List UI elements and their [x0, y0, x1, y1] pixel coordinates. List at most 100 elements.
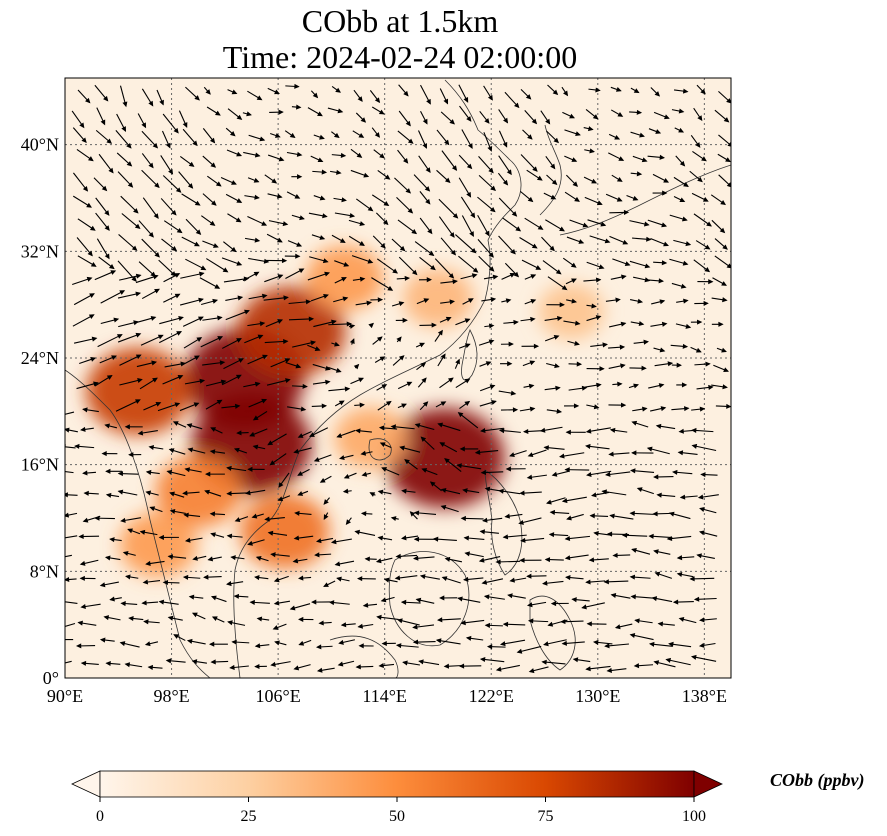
wind-arrow-head [390, 424, 396, 430]
wind-arrow-head [198, 297, 204, 303]
wind-arrow-head [162, 579, 169, 586]
lat-tick-label: 40°N [21, 135, 59, 155]
wind-arrow-head [198, 316, 204, 322]
wind-arrow-head [590, 492, 597, 498]
wind-arrow-head [108, 263, 115, 270]
wind-arrow-head [150, 315, 157, 321]
wind-arrow-head [592, 639, 599, 645]
wind-arrow-head [325, 379, 331, 385]
wind-arrow-head [560, 619, 566, 625]
wind-arrow-head [691, 443, 698, 449]
wind-arrow-head [259, 321, 266, 327]
wind-arrow-head [210, 162, 217, 168]
wind-arrow-head [526, 474, 533, 480]
wind-arrow-head [194, 95, 200, 101]
wind-arrow-head [545, 118, 551, 125]
wind-arrow-head [321, 169, 328, 175]
wind-arrow-head [358, 643, 364, 649]
wind-arrow-head [559, 453, 565, 459]
wind-arrow-head [254, 643, 261, 649]
wind-arrow-head [470, 212, 476, 219]
wind-arrow-head [636, 109, 643, 115]
wind-arrow-head [127, 182, 134, 188]
wind-arrow-head [378, 109, 385, 115]
wind-arrow-head [420, 362, 427, 368]
wind-arrow-head [344, 386, 351, 392]
wind-arrow-head [101, 451, 107, 457]
wind-arrow-head [632, 195, 639, 201]
wind-arrow-head [125, 574, 131, 580]
wind-arrow-head [412, 624, 418, 630]
wind-arrow-shaft [225, 310, 250, 321]
wind-arrow-head [700, 88, 706, 95]
wind-arrow-head [245, 490, 251, 496]
wind-arrow-head [398, 301, 405, 307]
wind-arrow-shaft [100, 290, 125, 304]
wind-arrow-head [604, 238, 611, 244]
wind-arrow-head [631, 420, 638, 426]
wind-arrow-head [623, 209, 630, 215]
wind-arrow-head [244, 309, 250, 315]
wind-arrow-head [217, 315, 223, 321]
wind-arrow-head [135, 354, 142, 360]
wind-arrow-head [215, 110, 221, 116]
wind-arrow-head [484, 230, 490, 237]
wind-arrow-head [339, 238, 346, 243]
wind-arrow-head [65, 576, 70, 583]
wind-arrow-head [106, 375, 113, 380]
wind-arrow-head [334, 341, 340, 347]
wind-arrow-head [385, 400, 392, 406]
lon-tick-label: 98°E [153, 686, 189, 706]
wind-arrow-head [698, 530, 705, 536]
wind-arrow-head [104, 225, 110, 231]
wind-arrow-head [254, 194, 260, 200]
wind-arrow-head [297, 174, 303, 180]
wind-arrow-head [330, 539, 337, 545]
wind-arrow-head [548, 532, 555, 538]
wind-arrow-head [721, 281, 727, 286]
wind-arrow-head [323, 499, 329, 505]
wind-arrow-head [297, 433, 304, 438]
wind-arrow-head [379, 356, 386, 362]
wind-arrow-head [158, 599, 165, 605]
wind-arrow-head [573, 403, 580, 409]
wind-arrow-head [616, 176, 623, 182]
wind-arrow-head [217, 336, 224, 341]
wind-arrow-head [219, 360, 226, 366]
wind-arrow-head [229, 130, 236, 137]
wind-arrow-head [527, 618, 534, 624]
wind-arrow-head [363, 172, 370, 178]
wind-arrow-head [292, 558, 299, 564]
wind-arrow-head [535, 265, 542, 270]
wind-arrow-head [406, 381, 413, 387]
wind-arrow-head [277, 319, 284, 324]
latitude-tick-labels: 0° 8°N 16°N 24°N 32°N 40°N [21, 135, 59, 688]
wind-arrow-head [703, 300, 709, 306]
wind-arrow-head [664, 114, 670, 120]
wind-arrow-head [314, 346, 321, 351]
wind-arrow-head [378, 662, 384, 669]
wind-arrow-head [588, 557, 595, 563]
wind-arrow-head [124, 424, 130, 430]
wind-arrow-head [618, 156, 625, 161]
wind-arrow-head [659, 299, 666, 305]
wind-arrow-head [293, 448, 299, 454]
wind-arrow-head [531, 243, 538, 249]
wind-arrow-head [270, 661, 276, 667]
wind-arrow-head [231, 89, 238, 95]
wind-arrow-shaft [666, 658, 691, 666]
wind-arrow-head [484, 486, 491, 492]
wind-arrow-head [491, 400, 497, 405]
wind-arrow-head [585, 428, 592, 434]
wind-arrow-head [654, 91, 661, 97]
wind-arrow-head [298, 616, 304, 622]
wind-arrow-head [464, 318, 471, 324]
wind-arrow-head [409, 511, 416, 517]
wind-arrow-head [282, 221, 289, 227]
wind-arrow-head [199, 378, 206, 384]
colorbar-tick-label: 25 [241, 808, 257, 825]
wind-arrow-head [356, 576, 363, 582]
wind-arrow-head [103, 95, 109, 102]
wind-arrow-head [488, 323, 495, 329]
wind-arrow-head [587, 126, 594, 132]
